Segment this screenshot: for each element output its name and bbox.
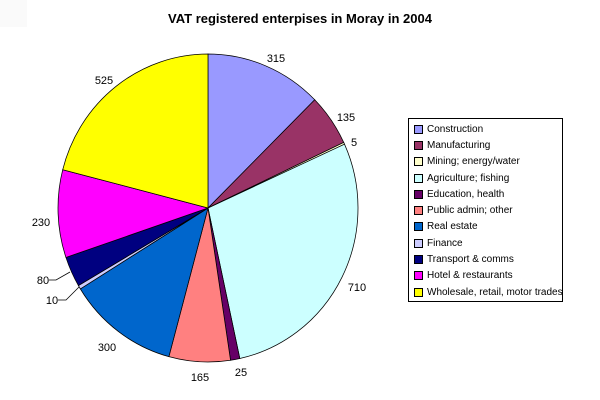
legend-label: Mining; energy/water: [427, 156, 520, 168]
legend-swatch-wholesale-retail-motor-trades: [414, 287, 423, 297]
legend-swatch-agriculture-fishing: [414, 173, 423, 183]
legend-label: Education, health: [427, 188, 505, 200]
legend-item-manufacturing: Manufacturing: [412, 137, 562, 153]
legend-label: Agriculture; fishing: [427, 172, 510, 184]
pie-data-label-education-health: 25: [235, 367, 247, 379]
leader-line-transport-comms: [49, 271, 71, 281]
legend-swatch-finance: [414, 238, 423, 248]
legend-swatch-manufacturing: [414, 140, 423, 150]
legend-label: Wholesale, retail, motor trades: [427, 286, 563, 298]
pie-data-label-mining-energy-water: 5: [351, 137, 357, 149]
pie-data-label-construction: 315: [267, 53, 285, 65]
legend-swatch-transport-comms: [414, 255, 423, 265]
legend-item-finance: Finance: [412, 235, 562, 251]
legend-label: Public admin; other: [427, 205, 513, 217]
chart-title: VAT registered enterpises in Moray in 20…: [168, 11, 432, 26]
legend-item-transport-comms: Transport & comms: [412, 251, 562, 267]
pie-data-label-agriculture-fishing: 710: [348, 282, 366, 294]
legend-item-hotel-restaurants: Hotel & restaurants: [412, 268, 562, 284]
legend-label: Manufacturing: [427, 139, 491, 151]
pie-slice-agriculture-fishing: [207, 143, 359, 359]
legend: Construction Manufacturing Mining; energy/…: [408, 118, 563, 302]
legend-label: Real estate: [427, 221, 478, 233]
legend-item-education-health: Education, health: [412, 186, 562, 202]
legend-item-real-estate: Real estate: [412, 219, 562, 235]
legend-swatch-hotel-restaurants: [414, 271, 423, 281]
legend-item-agriculture-fishing: Agriculture; fishing: [412, 170, 562, 186]
legend-swatch-education-health: [414, 189, 423, 199]
legend-label: Finance: [427, 237, 463, 249]
pie-data-label-hotel-restaurants: 230: [32, 217, 50, 229]
legend-swatch-construction: [414, 124, 423, 134]
pie-slice-wholesale-retail-motor-trades: [62, 53, 209, 209]
legend-item-mining-energy-water: Mining; energy/water: [412, 154, 562, 170]
pie-data-label-real-estate: 300: [98, 342, 116, 354]
legend-item-construction: Construction: [412, 121, 562, 137]
legend-item-wholesale-retail-motor-trades: Wholesale, retail, motor trades: [412, 284, 563, 300]
pie-slice-real-estate: [79, 207, 209, 358]
pie-data-label-wholesale-retail-motor-trades: 525: [95, 75, 113, 87]
legend-swatch-real-estate: [414, 222, 423, 232]
pie-slice-construction: [207, 53, 316, 209]
pie-data-label-public-admin-other: 165: [191, 372, 209, 384]
pie-data-label-manufacturing: 135: [337, 112, 355, 124]
leader-line-finance: [58, 286, 80, 301]
pie-data-label-finance: 10: [46, 295, 58, 307]
legend-swatch-public-admin-other: [414, 206, 423, 216]
legend-label: Construction: [427, 123, 484, 135]
pie-slice-hotel-restaurants: [57, 169, 210, 258]
legend-item-public-admin-other: Public admin; other: [412, 202, 562, 218]
legend-swatch-mining-energy-water: [414, 157, 423, 167]
pie-data-label-transport-comms: 80: [37, 275, 49, 287]
legend-label: Hotel & restaurants: [427, 270, 513, 282]
corner-artifact: [0, 0, 27, 27]
legend-label: Transport & comms: [427, 254, 514, 266]
